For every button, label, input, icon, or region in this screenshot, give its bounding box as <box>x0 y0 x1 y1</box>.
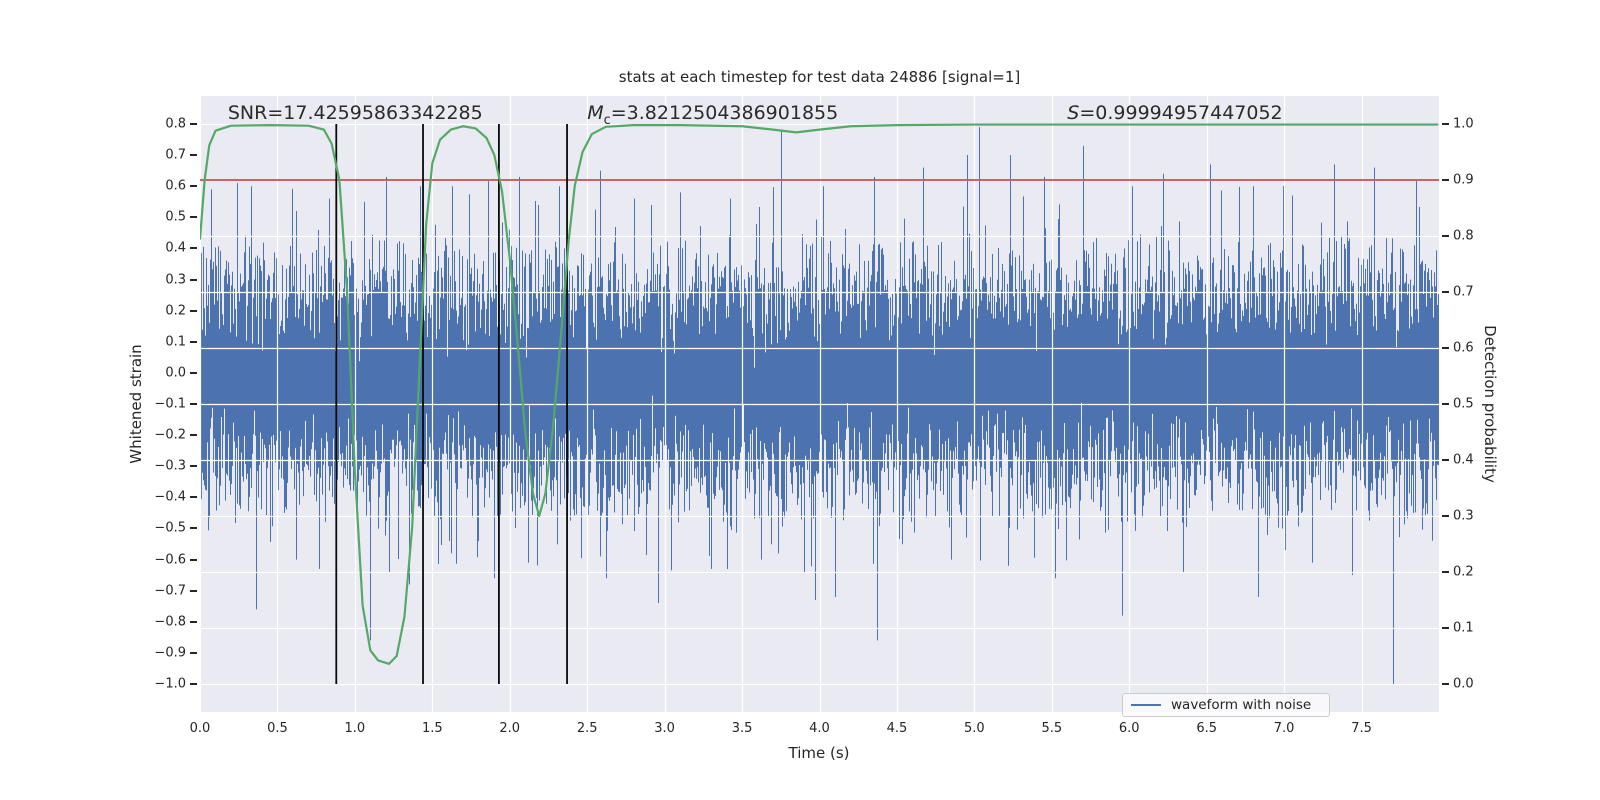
y-tick-label-left: −0.6 <box>154 552 186 568</box>
y-tick-mark-right <box>1442 515 1449 517</box>
y-tick-mark-right <box>1442 683 1449 685</box>
x-tick-label: 4.5 <box>886 721 908 736</box>
y-tick-mark-right <box>1442 571 1449 573</box>
x-tick-label: 1.0 <box>344 721 366 736</box>
y-tick-label-right: 0.5 <box>1453 396 1474 412</box>
y-tick-label-right: 0.3 <box>1453 508 1474 524</box>
x-tick-label: 2.0 <box>499 721 521 736</box>
y-tick-mark-left <box>190 527 197 530</box>
y-tick-label-right: 0.9 <box>1453 172 1474 188</box>
annotation-s-text: =0.99994957447052 <box>1079 102 1283 124</box>
annotation-snr: SNR=17.42595863342285 <box>228 102 483 124</box>
y-tick-label-left: 0.1 <box>165 334 186 350</box>
y-tick-label-left: 0.5 <box>165 209 186 225</box>
y-tick-label-left: 0.2 <box>165 303 186 319</box>
y-tick-mark-right <box>1442 179 1449 181</box>
x-tick-label: 3.5 <box>731 721 753 736</box>
y-tick-label-left: −1.0 <box>154 676 186 692</box>
y-tick-label-right: 0.7 <box>1453 284 1474 300</box>
x-tick-label: 7.0 <box>1273 721 1295 736</box>
plot-area-canvas <box>200 96 1439 712</box>
y-tick-mark-left <box>190 403 197 405</box>
y-tick-mark-right <box>1442 123 1449 125</box>
legend-box: waveform with noise <box>1122 693 1330 717</box>
y-tick-mark-left <box>190 558 197 561</box>
y-tick-label-right: 0.8 <box>1453 228 1474 244</box>
y-tick-mark-right <box>1442 459 1449 461</box>
y-tick-label-left: −0.4 <box>154 489 186 505</box>
x-tick-label: 4.0 <box>809 721 830 736</box>
y-tick-label-left: −0.7 <box>154 583 186 599</box>
y-tick-mark-left <box>190 340 197 343</box>
y-tick-label-right: 0.6 <box>1453 340 1474 356</box>
y-tick-mark-left <box>190 620 197 623</box>
x-tick-label: 5.5 <box>1041 721 1063 736</box>
x-tick-label: 6.0 <box>1118 721 1140 736</box>
y-tick-mark-left <box>190 683 197 685</box>
legend-entry-label: waveform with noise <box>1171 697 1312 713</box>
y-tick-label-left: −0.5 <box>154 520 186 536</box>
y-tick-mark-right <box>1442 291 1449 293</box>
y-tick-label-right: 0.4 <box>1453 452 1474 468</box>
annotation-s-symbol: S <box>1067 102 1080 124</box>
x-tick-label: 5.0 <box>964 721 985 736</box>
y-tick-label-left: −0.8 <box>154 614 186 630</box>
y-axis-label-right: Detection probability <box>1481 325 1499 483</box>
y-tick-label-left: 0.8 <box>165 116 186 132</box>
y-tick-mark-left <box>190 185 197 188</box>
y-tick-label-right: 0.2 <box>1453 564 1474 580</box>
y-tick-label-left: 0.6 <box>165 178 186 194</box>
y-tick-mark-right <box>1442 627 1449 629</box>
legend-line-sample <box>1131 704 1161 706</box>
y-tick-mark-right <box>1442 235 1449 237</box>
x-tick-label: 6.5 <box>1196 721 1218 736</box>
annotation-chirp-mass: Mc=3.8212504386901855 <box>587 102 838 128</box>
y-axis-label-left: Whitened strain <box>127 344 145 464</box>
y-tick-mark-left <box>190 123 197 125</box>
y-tick-label-left: 0.4 <box>165 240 186 256</box>
y-tick-label-right: 0.0 <box>1453 676 1474 692</box>
annotation-mc-text: =3.8212504386901855 <box>610 102 839 124</box>
y-tick-mark-left <box>190 651 197 654</box>
y-tick-mark-left <box>190 278 197 281</box>
y-tick-mark-right <box>1442 347 1449 349</box>
y-tick-mark-right <box>1442 403 1449 405</box>
y-tick-mark-left <box>190 434 197 437</box>
annotation-mc-subscript: c <box>603 112 611 128</box>
y-tick-mark-left <box>190 309 197 312</box>
y-tick-label-right: 0.1 <box>1453 620 1474 636</box>
annotation-mc-symbol: M <box>587 102 604 124</box>
y-tick-label-left: 0.3 <box>165 272 186 288</box>
plot-title: stats at each timestep for test data 248… <box>618 68 1021 86</box>
x-tick-label: 1.5 <box>421 721 443 736</box>
y-tick-mark-left <box>190 371 197 374</box>
annotation-score: S=0.99994957447052 <box>1067 102 1282 124</box>
x-axis-label: Time (s) <box>788 744 850 762</box>
y-tick-mark-left <box>190 465 197 468</box>
y-tick-mark-left <box>190 496 197 499</box>
x-tick-label: 0.5 <box>267 721 288 736</box>
y-tick-mark-left <box>190 154 197 157</box>
annotation-snr-text: SNR=17.42595863342285 <box>227 102 483 124</box>
y-tick-label-left: 0.7 <box>165 147 186 163</box>
y-tick-label-left: 0.0 <box>165 365 186 381</box>
y-tick-label-left: −0.9 <box>154 645 186 661</box>
x-tick-label: 3.0 <box>654 721 675 736</box>
x-tick-label: 0.0 <box>189 721 211 736</box>
y-tick-label-right: 1.0 <box>1453 116 1474 132</box>
y-tick-mark-left <box>190 247 197 250</box>
y-tick-label-left: −0.1 <box>154 396 186 412</box>
y-tick-mark-left <box>190 589 197 592</box>
y-tick-label-left: −0.3 <box>154 458 186 474</box>
x-tick-label: 7.5 <box>1351 721 1372 736</box>
x-tick-label: 2.5 <box>576 721 598 736</box>
y-tick-mark-left <box>190 216 197 219</box>
y-tick-label-left: −0.2 <box>154 427 186 443</box>
